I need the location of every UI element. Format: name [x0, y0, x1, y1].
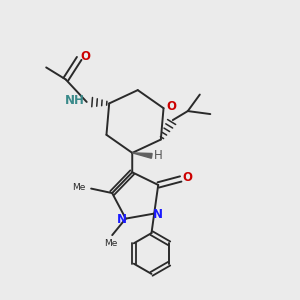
Text: Me: Me — [72, 183, 86, 192]
Text: N: N — [153, 208, 163, 221]
Text: N: N — [117, 213, 127, 226]
Text: NH: NH — [65, 94, 85, 107]
Text: O: O — [81, 50, 91, 62]
Text: H: H — [154, 149, 163, 162]
Text: O: O — [166, 100, 176, 113]
Text: O: O — [182, 171, 192, 184]
Polygon shape — [132, 153, 152, 158]
Text: Me: Me — [104, 239, 117, 248]
